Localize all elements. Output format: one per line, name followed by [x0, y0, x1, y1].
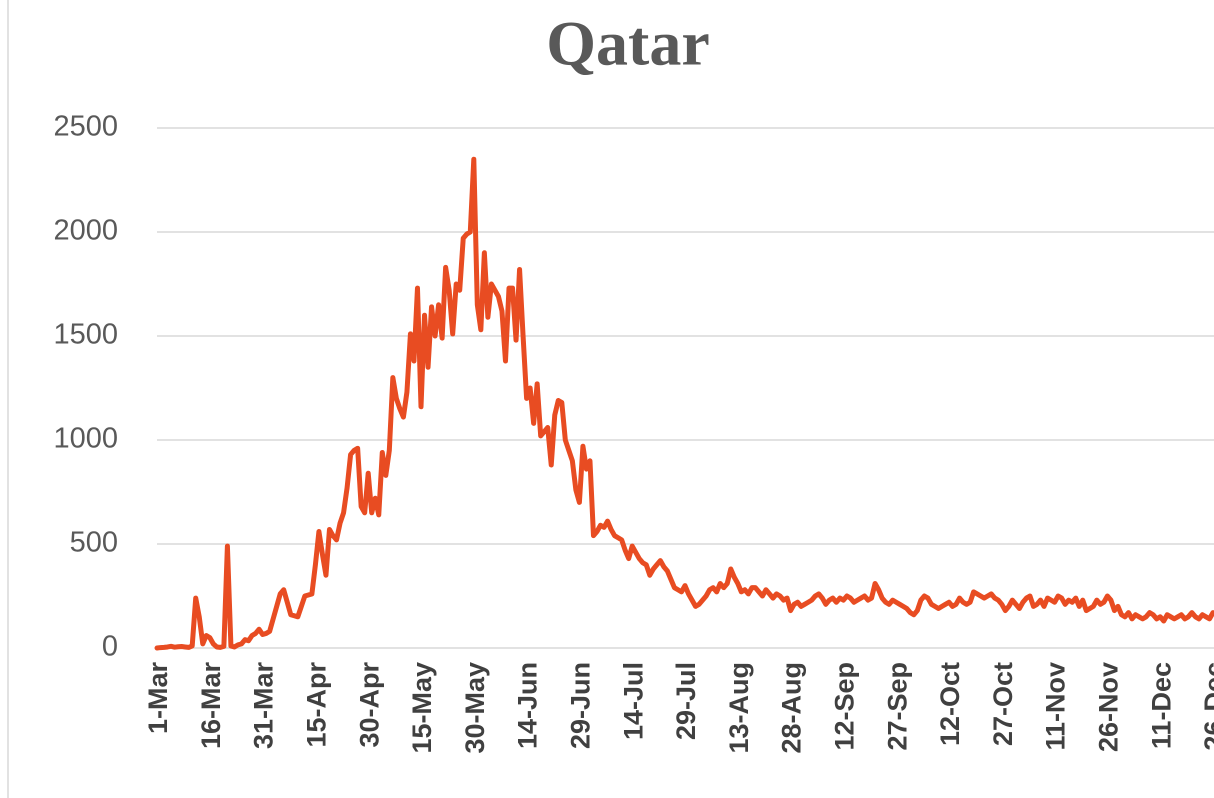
x-tick-label: 29-Jun [566, 662, 596, 749]
x-tick-label: 14-Jul [618, 662, 648, 740]
x-tick-label: 15-May [407, 662, 437, 754]
x-tick-label: 11-Nov [1041, 662, 1071, 751]
x-tick-label: 26-Nov [1094, 662, 1124, 752]
x-tick-label: 12-Sep [830, 662, 860, 751]
x-tick-label: 27-Oct [988, 662, 1018, 746]
chart-title: Qatar [546, 8, 710, 79]
x-tick-label: 1-Mar [143, 662, 173, 735]
y-tick-label: 1500 [53, 319, 118, 351]
chart-border [7, 0, 9, 798]
x-tick-label: 28-Aug [777, 662, 807, 754]
data-line [154, 156, 1214, 651]
y-tick-label: 2000 [53, 215, 118, 247]
x-tick-label: 27-Sep [882, 662, 912, 751]
x-tick-label: 16-Mar [196, 662, 226, 750]
x-tick-label: 30-Apr [354, 662, 384, 748]
y-tick-label: 2500 [53, 111, 118, 143]
y-tick-label: 0 [102, 631, 118, 663]
x-tick-label: 12-Oct [935, 662, 965, 746]
x-tick-label: 31-Mar [249, 662, 279, 750]
y-tick-label: 500 [70, 527, 118, 559]
x-tick-label: 11-Dec [1146, 662, 1176, 749]
y-tick-label: 1000 [53, 423, 118, 455]
x-tick-label: 13-Aug [724, 662, 754, 754]
x-tick-label: 29-Jul [671, 662, 701, 740]
x-tick-label: 14-Jun [513, 662, 543, 749]
x-tick-label: 30-May [460, 662, 490, 754]
x-tick-label: 15-Apr [302, 662, 332, 748]
x-tick-label: 26-Dec [1199, 662, 1214, 751]
